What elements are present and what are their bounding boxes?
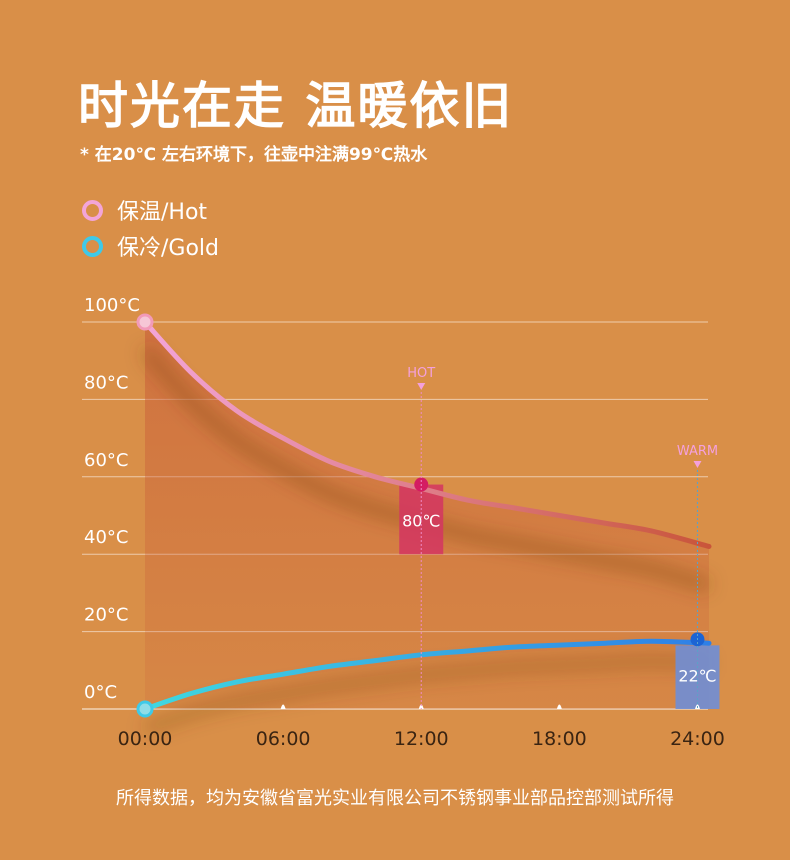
cold-start-point: [136, 700, 154, 718]
legend-item-hot: 保温/Hot: [82, 192, 219, 228]
hot-start-point: [136, 313, 154, 331]
x-tick-marker: [418, 704, 424, 709]
x-tick-label: 00:00: [118, 728, 173, 750]
pink-ring-icon: [82, 199, 103, 221]
x-tick-label: 24:00: [670, 728, 725, 750]
legend: 保温/Hot 保冷/Gold: [82, 192, 219, 264]
legend-label-hot: 保温/Hot: [117, 200, 208, 225]
cold-series-line: [142, 638, 712, 712]
down-arrow-icon: [417, 383, 426, 390]
y-tick-label: 80°C: [84, 372, 128, 393]
page-title: 时光在走 温暖依旧: [78, 77, 514, 135]
x-tick-label: 06:00: [256, 728, 311, 750]
annotations: HOT WARM: [407, 366, 718, 709]
x-tick-marker: [280, 704, 286, 709]
hot-marker-label: HOT: [407, 366, 435, 381]
y-tick-label: 40°C: [84, 527, 128, 548]
y-tick-label: 20°C: [84, 605, 128, 626]
x-tick-label: 18:00: [532, 728, 587, 750]
x-tick-marker: [556, 704, 562, 709]
y-tick-label: 100°C: [84, 295, 140, 316]
page-subtitle: * 在20℃ 左右环境下，往壶中注满99℃热水: [80, 145, 428, 165]
y-axis-ticks: 0°C 20°C 40°C 60°C 80°C 100°C: [84, 295, 140, 703]
cold-line-shadow: [143, 656, 710, 734]
x-tick-label: 12:00: [394, 728, 449, 750]
legend-item-cold: 保冷/Gold: [82, 228, 219, 264]
cyan-ring-icon: [82, 235, 103, 257]
y-tick-label: 0°C: [84, 682, 117, 703]
footer-note: 所得数据，均为安徽省富光实业有限公司不锈钢事业部品控部测试所得: [116, 788, 674, 809]
down-arrow-icon: [693, 461, 702, 468]
legend-label-cold: 保冷/Gold: [117, 236, 219, 261]
y-tick-label: 60°C: [84, 450, 128, 471]
x-axis-ticks: 00:00 06:00 12:00 18:00 24:00: [118, 704, 725, 750]
warm-marker-label: WARM: [677, 444, 718, 459]
data-points: [136, 313, 705, 718]
